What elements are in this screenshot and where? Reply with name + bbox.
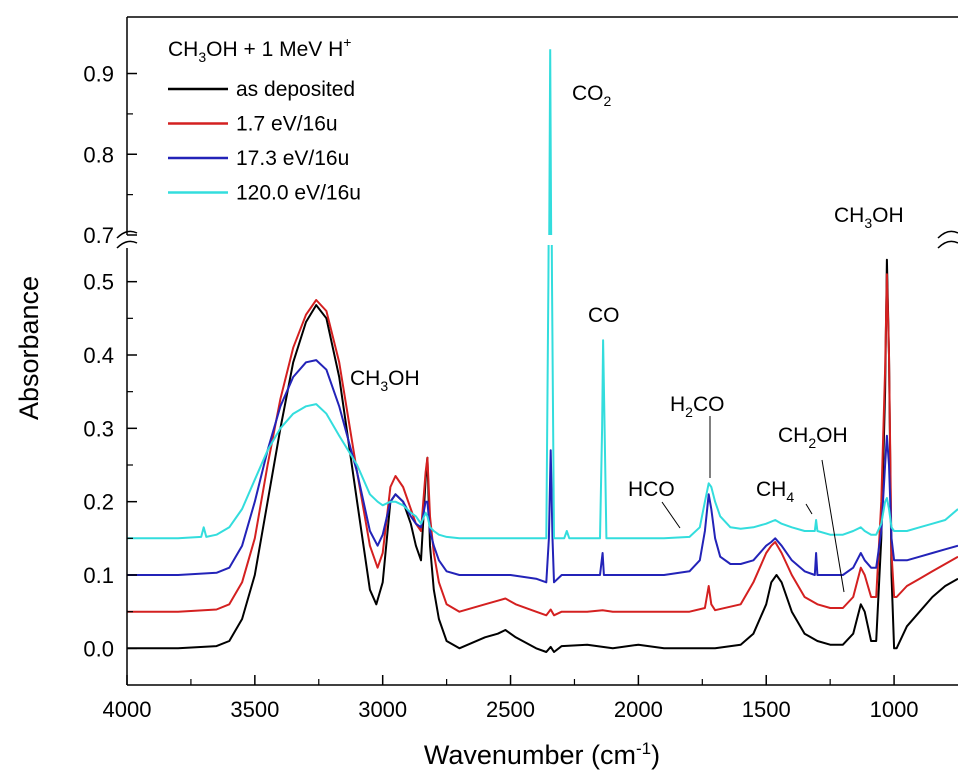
series-layer bbox=[127, 49, 958, 653]
y-axis-title: Absorbance bbox=[14, 276, 44, 420]
y-tick-label-0.5: 0.5 bbox=[83, 270, 114, 295]
axis-break-marks bbox=[116, 230, 958, 249]
ch4-leader-line bbox=[805, 503, 813, 515]
axis-break-right-upper bbox=[937, 230, 958, 239]
axis-break-left-lower bbox=[116, 240, 138, 249]
ch2oh-leader-line bbox=[821, 459, 845, 593]
x-tick-label-4000: 4000 bbox=[103, 697, 152, 722]
annotation-layer: CO2 CH3OH CO CH3OH H2CO CH2OH HCO CH4 bbox=[350, 82, 904, 593]
axis-break-left-upper bbox=[116, 230, 138, 239]
legend-title: CH3OH + 1 MeV H+ bbox=[168, 34, 351, 65]
y-tick-label-0.8: 0.8 bbox=[83, 142, 114, 167]
annotation-ch4: CH4 bbox=[756, 478, 794, 505]
y-tick-label-0.9: 0.9 bbox=[83, 62, 114, 87]
legend-label-17-3-ev-16u: 17.3 eV/16u bbox=[236, 147, 349, 170]
legend-label-120-0-ev-16u: 120.0 eV/16u bbox=[236, 182, 361, 205]
y-tick-label-0.0: 0.0 bbox=[83, 636, 114, 661]
y-tick-label-0.7: 0.7 bbox=[83, 223, 114, 248]
annotation-co2: CO2 bbox=[572, 82, 612, 109]
annotation-ch3oh-left: CH3OH bbox=[350, 367, 420, 394]
x-axis-title: Wavenumber (cm-1) bbox=[424, 739, 660, 770]
annotation-co: CO bbox=[588, 304, 620, 327]
x-tick-label-3000: 3000 bbox=[358, 697, 407, 722]
series-line-as-deposited bbox=[127, 258, 958, 653]
x-tick-label-1000: 1000 bbox=[870, 697, 919, 722]
legend-label-1-7-ev-16u: 1.7 eV/16u bbox=[236, 113, 338, 136]
x-tick-label-3500: 3500 bbox=[230, 697, 279, 722]
y-tick-label-0.3: 0.3 bbox=[83, 416, 114, 441]
legend-label-as-deposited: as deposited bbox=[236, 78, 355, 101]
y-tick-label-0.4: 0.4 bbox=[83, 343, 114, 368]
annotation-h2co: H2CO bbox=[670, 393, 724, 420]
hco-leader-line bbox=[661, 501, 681, 529]
ticks-layer: 4000 3500 3000 2500 2000 1500 1000 0.0 0.1 0.2 0.3… bbox=[83, 62, 918, 722]
series-line-120-0-ev-16u bbox=[127, 245, 958, 540]
annotation-ch3oh-right: CH3OH bbox=[834, 204, 904, 231]
series-line-17-3-ev-16u bbox=[127, 359, 958, 584]
x-tick-label-2000: 2000 bbox=[614, 697, 663, 722]
y-tick-label-0.1: 0.1 bbox=[83, 563, 114, 588]
y-tick-label-0.2: 0.2 bbox=[83, 490, 114, 515]
x-tick-label-2500: 2500 bbox=[486, 697, 535, 722]
series-line-1-7-ev-16u bbox=[127, 273, 958, 617]
axis-break-right-lower bbox=[937, 240, 958, 249]
legend: CH3OH + 1 MeV H+ as deposited 1.7 eV/16u 1… bbox=[168, 34, 361, 205]
annotation-ch2oh: CH2OH bbox=[778, 424, 848, 451]
x-tick-label-1500: 1500 bbox=[742, 697, 791, 722]
annotation-hco: HCO bbox=[628, 478, 675, 501]
